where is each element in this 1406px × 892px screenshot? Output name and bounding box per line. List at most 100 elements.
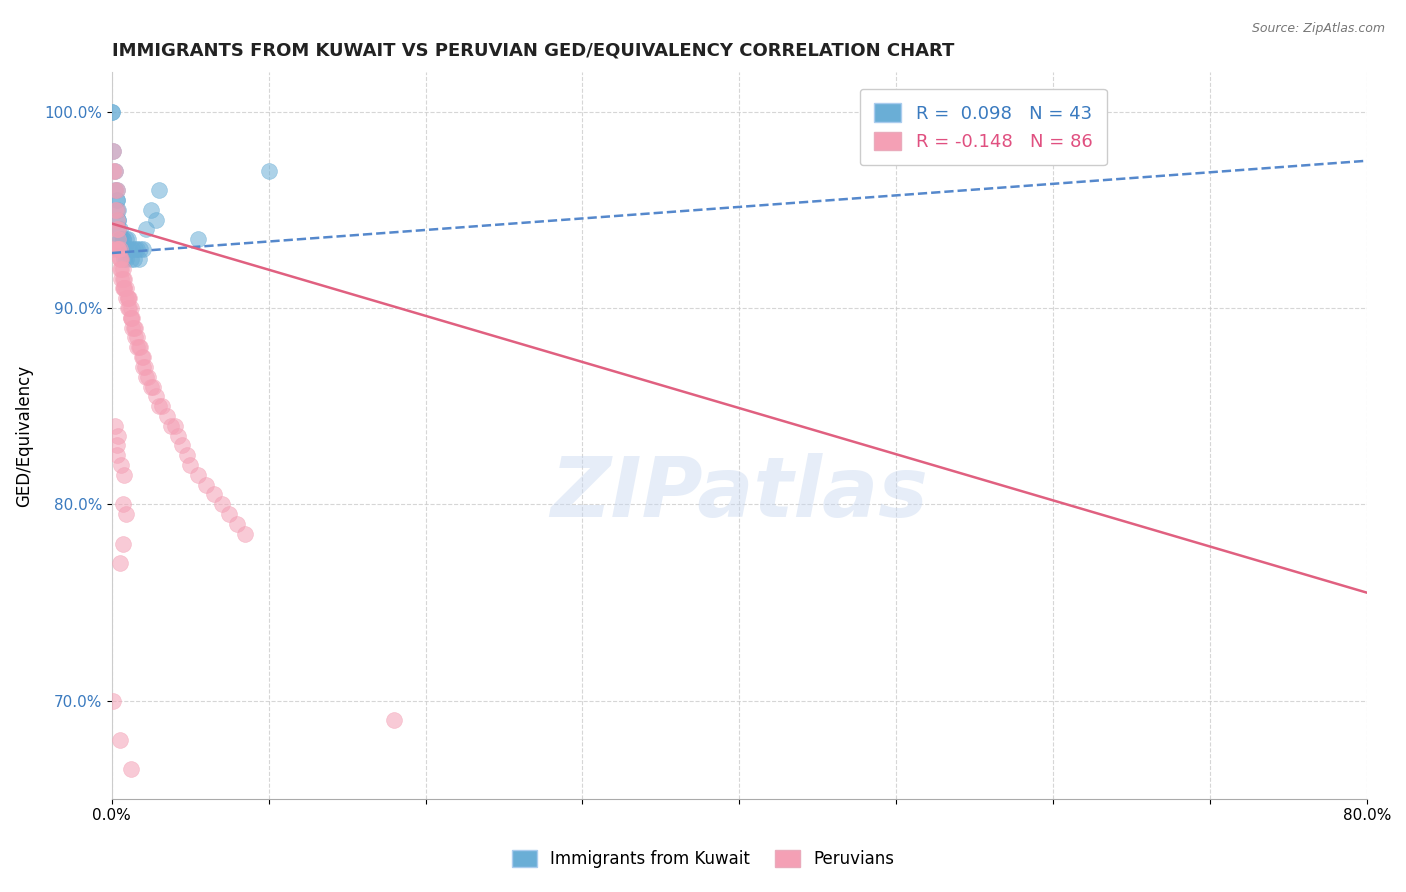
Point: [105, 448, 128, 462]
Point: [257, 163, 280, 178]
Point: [120, 310, 142, 325]
Point: [115, 291, 138, 305]
Legend: R =  0.098   N = 43, R = -0.148   N = 86: R = 0.098 N = 43, R = -0.148 N = 86: [859, 88, 1107, 165]
Text: Source: ZipAtlas.com: Source: ZipAtlas.com: [1251, 22, 1385, 36]
Legend: Immigrants from Kuwait, Peruvians: Immigrants from Kuwait, Peruvians: [505, 843, 901, 875]
Point: [105, 222, 128, 236]
Point: [105, 242, 128, 256]
Point: [172, 438, 194, 452]
Point: [105, 438, 128, 452]
Point: [104, 163, 127, 178]
Point: [104, 183, 127, 197]
Point: [121, 320, 143, 334]
Point: [107, 232, 129, 246]
Point: [134, 359, 156, 374]
Point: [135, 222, 157, 236]
Point: [111, 261, 134, 276]
Point: [118, 291, 141, 305]
Point: [105, 193, 128, 207]
Point: [194, 477, 217, 491]
Point: [115, 252, 138, 266]
Point: [120, 762, 142, 776]
Point: [105, 212, 128, 227]
Point: [111, 536, 134, 550]
Point: [110, 252, 132, 266]
Point: [128, 340, 150, 354]
Point: [132, 350, 155, 364]
Point: [108, 261, 131, 276]
Point: [202, 487, 225, 501]
Point: [111, 497, 134, 511]
Point: [132, 242, 155, 256]
Point: [120, 301, 142, 315]
Point: [101, 104, 124, 119]
Point: [129, 340, 152, 354]
Point: [105, 193, 128, 207]
Point: [128, 252, 150, 266]
Point: [110, 458, 132, 472]
Point: [111, 281, 134, 295]
Y-axis label: GED/Equivalency: GED/Equivalency: [15, 365, 32, 507]
Point: [117, 301, 139, 315]
Point: [105, 202, 128, 217]
Point: [111, 232, 134, 246]
Point: [108, 252, 131, 266]
Point: [108, 242, 131, 256]
Point: [112, 271, 135, 285]
Point: [124, 320, 146, 334]
Point: [122, 252, 145, 266]
Point: [179, 458, 201, 472]
Point: [115, 232, 138, 246]
Point: [118, 301, 141, 315]
Point: [112, 242, 135, 256]
Point: [120, 252, 142, 266]
Point: [142, 379, 165, 393]
Point: [104, 418, 127, 433]
Point: [148, 183, 170, 197]
Point: [187, 467, 209, 482]
Point: [101, 104, 124, 119]
Point: [124, 242, 146, 256]
Point: [118, 242, 141, 256]
Text: ZIPatlas: ZIPatlas: [550, 453, 928, 534]
Point: [110, 242, 132, 256]
Point: [132, 359, 155, 374]
Point: [135, 369, 157, 384]
Point: [107, 202, 129, 217]
Point: [111, 242, 134, 256]
Point: [122, 320, 145, 334]
Point: [103, 693, 125, 707]
Point: [108, 556, 131, 570]
Point: [187, 232, 209, 246]
Point: [105, 183, 128, 197]
Point: [176, 448, 198, 462]
Point: [117, 232, 139, 246]
Point: [107, 222, 129, 236]
Point: [107, 242, 129, 256]
Point: [105, 183, 128, 197]
Point: [125, 340, 148, 354]
Point: [382, 713, 405, 727]
Point: [125, 330, 148, 344]
Point: [103, 163, 125, 178]
Point: [104, 163, 127, 178]
Text: IMMIGRANTS FROM KUWAIT VS PERUVIAN GED/EQUIVALENCY CORRELATION CHART: IMMIGRANTS FROM KUWAIT VS PERUVIAN GED/E…: [112, 42, 955, 60]
Point: [115, 507, 138, 521]
Point: [226, 516, 249, 531]
Point: [211, 497, 233, 511]
Point: [112, 281, 135, 295]
Point: [145, 212, 167, 227]
Point: [107, 212, 129, 227]
Point: [112, 467, 135, 482]
Point: [107, 222, 129, 236]
Point: [107, 428, 129, 442]
Point: [108, 232, 131, 246]
Point: [148, 399, 170, 413]
Point: [112, 281, 135, 295]
Point: [121, 242, 143, 256]
Point: [120, 310, 142, 325]
Point: [103, 144, 125, 158]
Point: [110, 242, 132, 256]
Point: [111, 271, 134, 285]
Point: [107, 212, 129, 227]
